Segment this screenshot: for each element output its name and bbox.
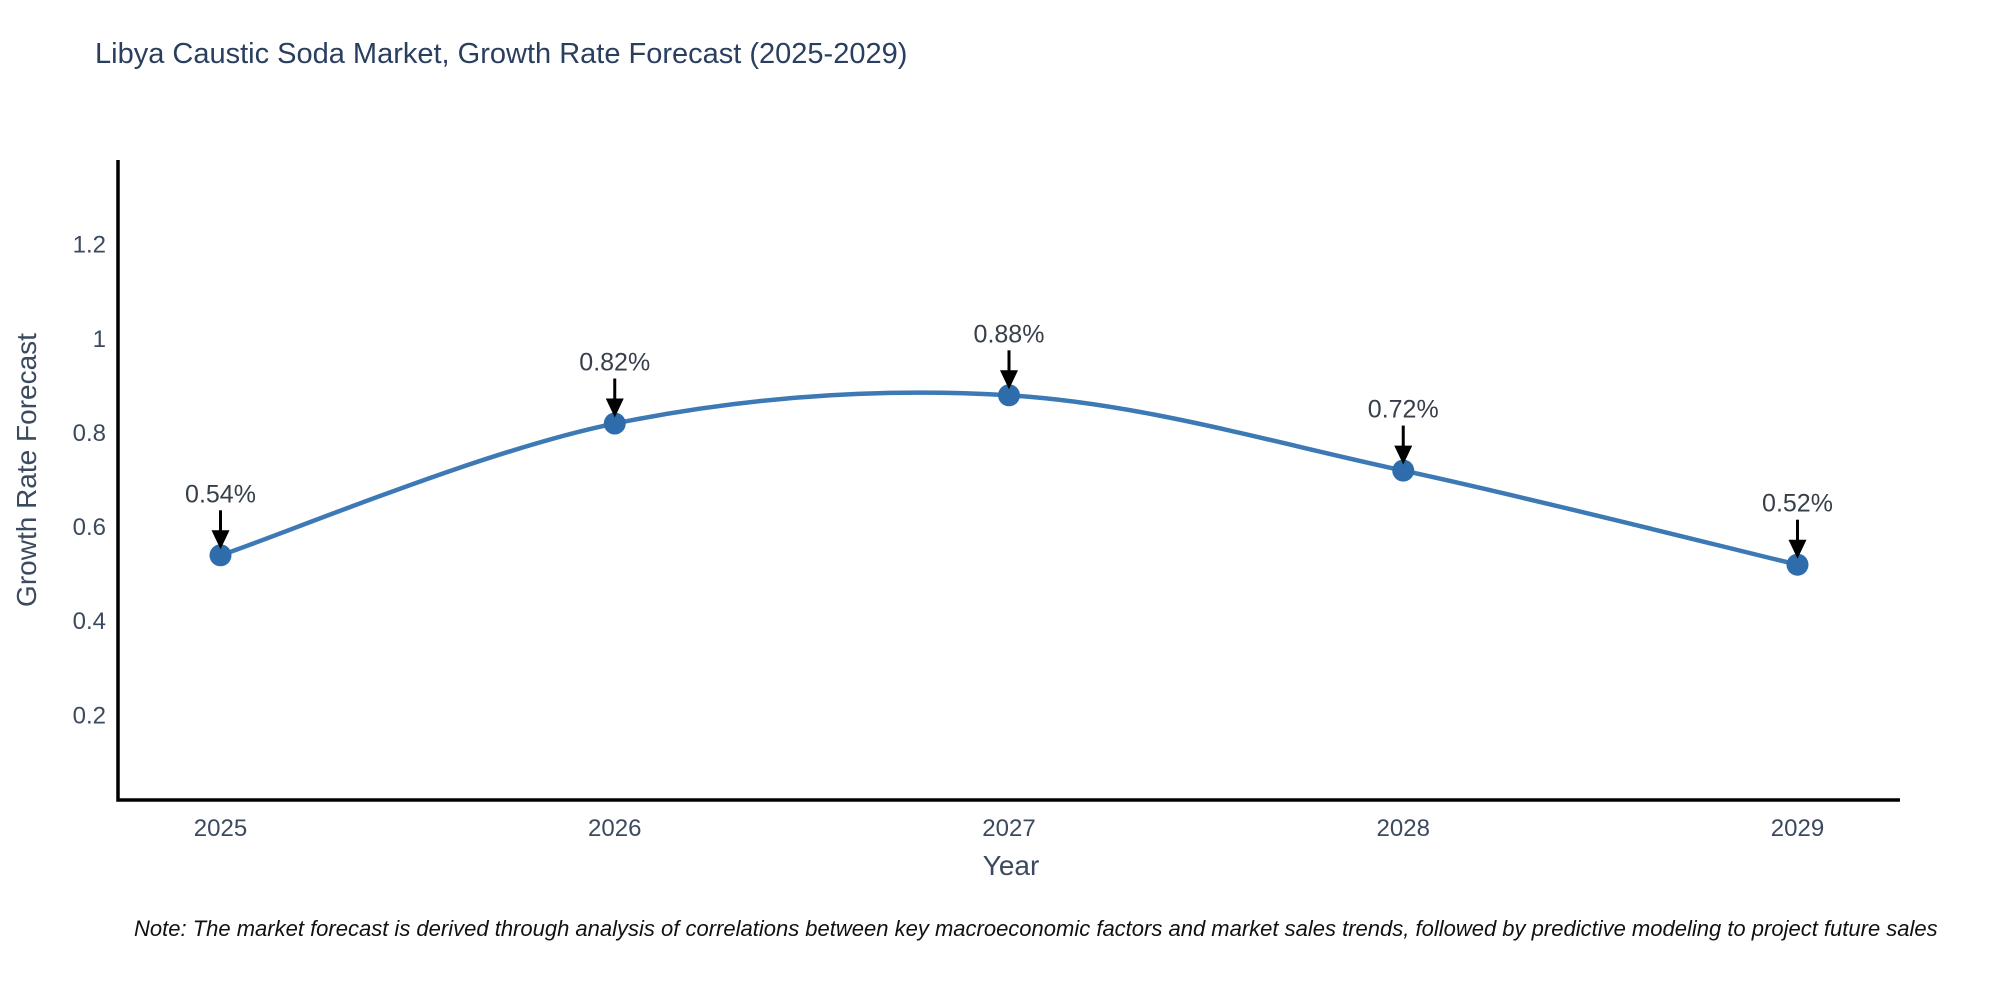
x-tick-label: 2026 (588, 815, 641, 842)
data-point-label: 0.72% (1368, 396, 1439, 424)
down-arrow-head-icon (605, 398, 624, 418)
x-axis-title: Year (982, 850, 1040, 881)
footnote: Note: The market forecast is derived thr… (134, 916, 1938, 941)
y-tick-label: 0.6 (73, 514, 106, 541)
axis-spines (116, 160, 1900, 802)
x-tick-label: 2025 (194, 815, 247, 842)
y-tick-label: 1.2 (73, 232, 106, 259)
y-tick-label: 0.2 (73, 702, 106, 729)
data-point-marker (603, 412, 626, 435)
x-tick-label: 2027 (982, 815, 1035, 842)
forecast-line (219, 390, 1799, 567)
y-tick-label: 0.8 (73, 420, 106, 447)
x-tick-label: 2028 (1377, 815, 1430, 842)
data-point-label: 0.88% (974, 320, 1045, 348)
y-tick-label: 1 (93, 326, 106, 353)
down-arrow-head-icon (1788, 539, 1807, 559)
down-arrow-head-icon (1000, 370, 1018, 390)
data-point-label: 0.54% (185, 480, 256, 508)
y-tick-label: 0.4 (73, 608, 106, 635)
down-arrow-head-icon (211, 530, 230, 550)
x-tick-label: 2029 (1771, 815, 1824, 842)
data-point-label: 0.52% (1762, 490, 1833, 518)
data-point-marker (998, 384, 1020, 407)
data-point-marker (1786, 553, 1809, 576)
data-point-label: 0.82% (579, 349, 650, 377)
data-point-marker (209, 544, 232, 567)
data-point-marker (1392, 459, 1415, 482)
down-arrow-head-icon (1394, 445, 1413, 465)
chart-title: Libya Caustic Soda Market, Growth Rate F… (95, 38, 908, 70)
